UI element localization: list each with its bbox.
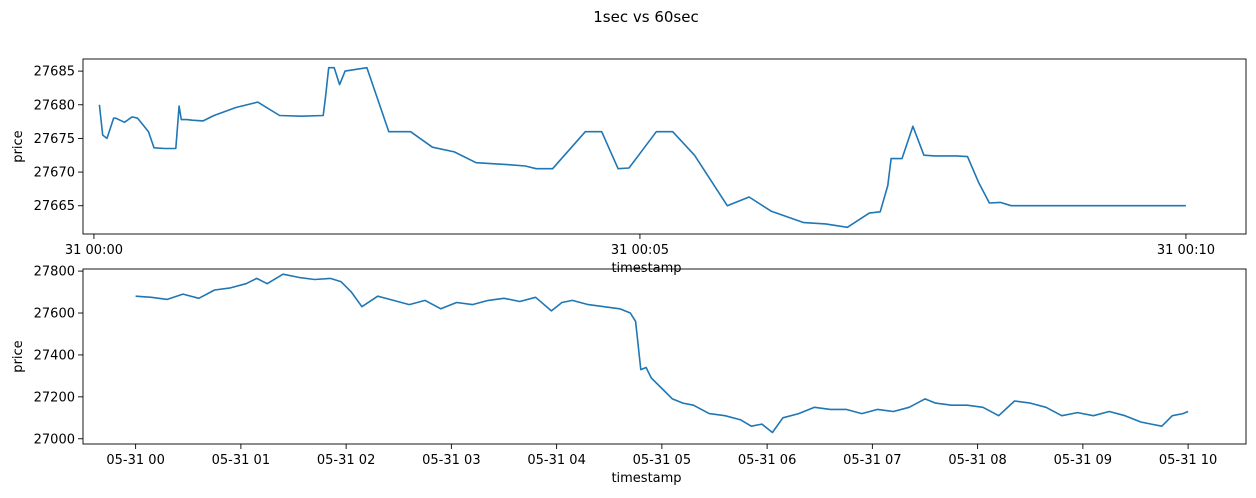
series-line-0 [98, 66, 1186, 229]
x-axis-label: timestamp [611, 261, 681, 276]
chart-60sec: 05-31 00 05-31 01 05-31 02 05-31 03 05-31 04… [11, 265, 1247, 486]
x-tick-label: 31 00:05 [611, 243, 669, 258]
y-tick-label: 27675 [34, 132, 75, 147]
y-tick-label: 27000 [34, 432, 75, 447]
x-tick-label: 05-31 07 [843, 453, 901, 468]
x-tick-label: 05-31 09 [1054, 453, 1112, 468]
y-tick-label: 27600 [34, 307, 75, 322]
x-axis-label: timestamp [611, 471, 681, 486]
y-axis-label: price [11, 130, 26, 162]
x-tick-label: 05-31 02 [317, 453, 375, 468]
y-tick-label: 27800 [34, 265, 75, 280]
x-tick-label: 05-31 00 [106, 453, 164, 468]
x-tick-label: 05-31 01 [212, 453, 270, 468]
y-tick-label: 27685 [34, 65, 75, 80]
y-tick-label: 27665 [34, 199, 75, 214]
y-tick-label: 27680 [34, 98, 75, 113]
x-tick-label: 05-31 06 [738, 453, 796, 468]
y-axis-label: price [11, 340, 26, 372]
x-tick-label: 05-31 10 [1159, 453, 1217, 468]
y-tick-label: 27200 [34, 390, 75, 405]
plot-frame [82, 58, 1247, 235]
y-tick-label: 27400 [34, 348, 75, 363]
y-tick-label: 27670 [34, 166, 75, 181]
series-line-0 [135, 273, 1189, 434]
x-tick-label: 31 00:00 [65, 243, 123, 258]
x-tick-label: 05-31 05 [633, 453, 691, 468]
figure-title: 1sec vs 60sec [593, 8, 698, 26]
x-tick-label: 05-31 04 [527, 453, 585, 468]
x-tick-label: 05-31 08 [948, 453, 1006, 468]
x-tick-label: 05-31 03 [422, 453, 480, 468]
plot-frame [82, 268, 1247, 445]
chart-1sec: 31 00:00 31 00:05 31 00:10 27665 27670 27675 2… [11, 58, 1247, 276]
x-tick-label: 31 00:10 [1157, 243, 1215, 258]
